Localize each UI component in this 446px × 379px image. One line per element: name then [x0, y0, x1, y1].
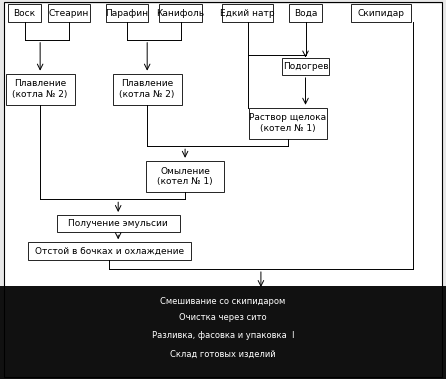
FancyBboxPatch shape — [146, 161, 224, 192]
FancyBboxPatch shape — [222, 4, 273, 22]
Text: Очистка через сито: Очистка через сито — [179, 313, 267, 322]
FancyBboxPatch shape — [106, 4, 148, 22]
Text: Подогрев: Подогрев — [283, 62, 328, 71]
Bar — [4, 4, 442, 286]
FancyBboxPatch shape — [249, 108, 326, 139]
FancyBboxPatch shape — [48, 4, 90, 22]
Text: Скипидар: Скипидар — [358, 9, 405, 18]
Text: Парафин: Парафин — [106, 9, 149, 18]
Text: Раствор щелока
(котел № 1): Раствор щелока (котел № 1) — [249, 113, 326, 133]
FancyBboxPatch shape — [57, 215, 179, 232]
FancyBboxPatch shape — [282, 58, 329, 75]
FancyBboxPatch shape — [28, 242, 191, 260]
Text: Смешивание со скипидаром: Смешивание со скипидаром — [161, 297, 285, 306]
Text: Получение эмульсии: Получение эмульсии — [68, 219, 168, 228]
Bar — [0, 286, 446, 379]
Text: Разливка, фасовка и упаковка  I: Разливка, фасовка и упаковка I — [152, 331, 294, 340]
Text: Плавление
(котла № 2): Плавление (котла № 2) — [120, 79, 175, 99]
Text: Канифоль: Канифоль — [157, 9, 205, 18]
Text: Отстой в бочках и охлаждение: Отстой в бочках и охлаждение — [35, 246, 184, 255]
Text: Едкий натр: Едкий натр — [220, 9, 275, 18]
FancyBboxPatch shape — [8, 4, 41, 22]
FancyBboxPatch shape — [5, 74, 74, 105]
FancyBboxPatch shape — [160, 4, 202, 22]
FancyBboxPatch shape — [351, 4, 411, 22]
Text: Вода: Вода — [294, 9, 317, 18]
Text: Склад готовых изделий: Склад готовых изделий — [170, 350, 276, 359]
Text: Плавление
(котла № 2): Плавление (котла № 2) — [12, 79, 68, 99]
Text: Омыление
(котел № 1): Омыление (котел № 1) — [157, 166, 213, 186]
FancyBboxPatch shape — [112, 74, 182, 105]
Text: Стеарин: Стеарин — [49, 9, 89, 18]
FancyBboxPatch shape — [289, 4, 322, 22]
Text: Воск: Воск — [13, 9, 36, 18]
